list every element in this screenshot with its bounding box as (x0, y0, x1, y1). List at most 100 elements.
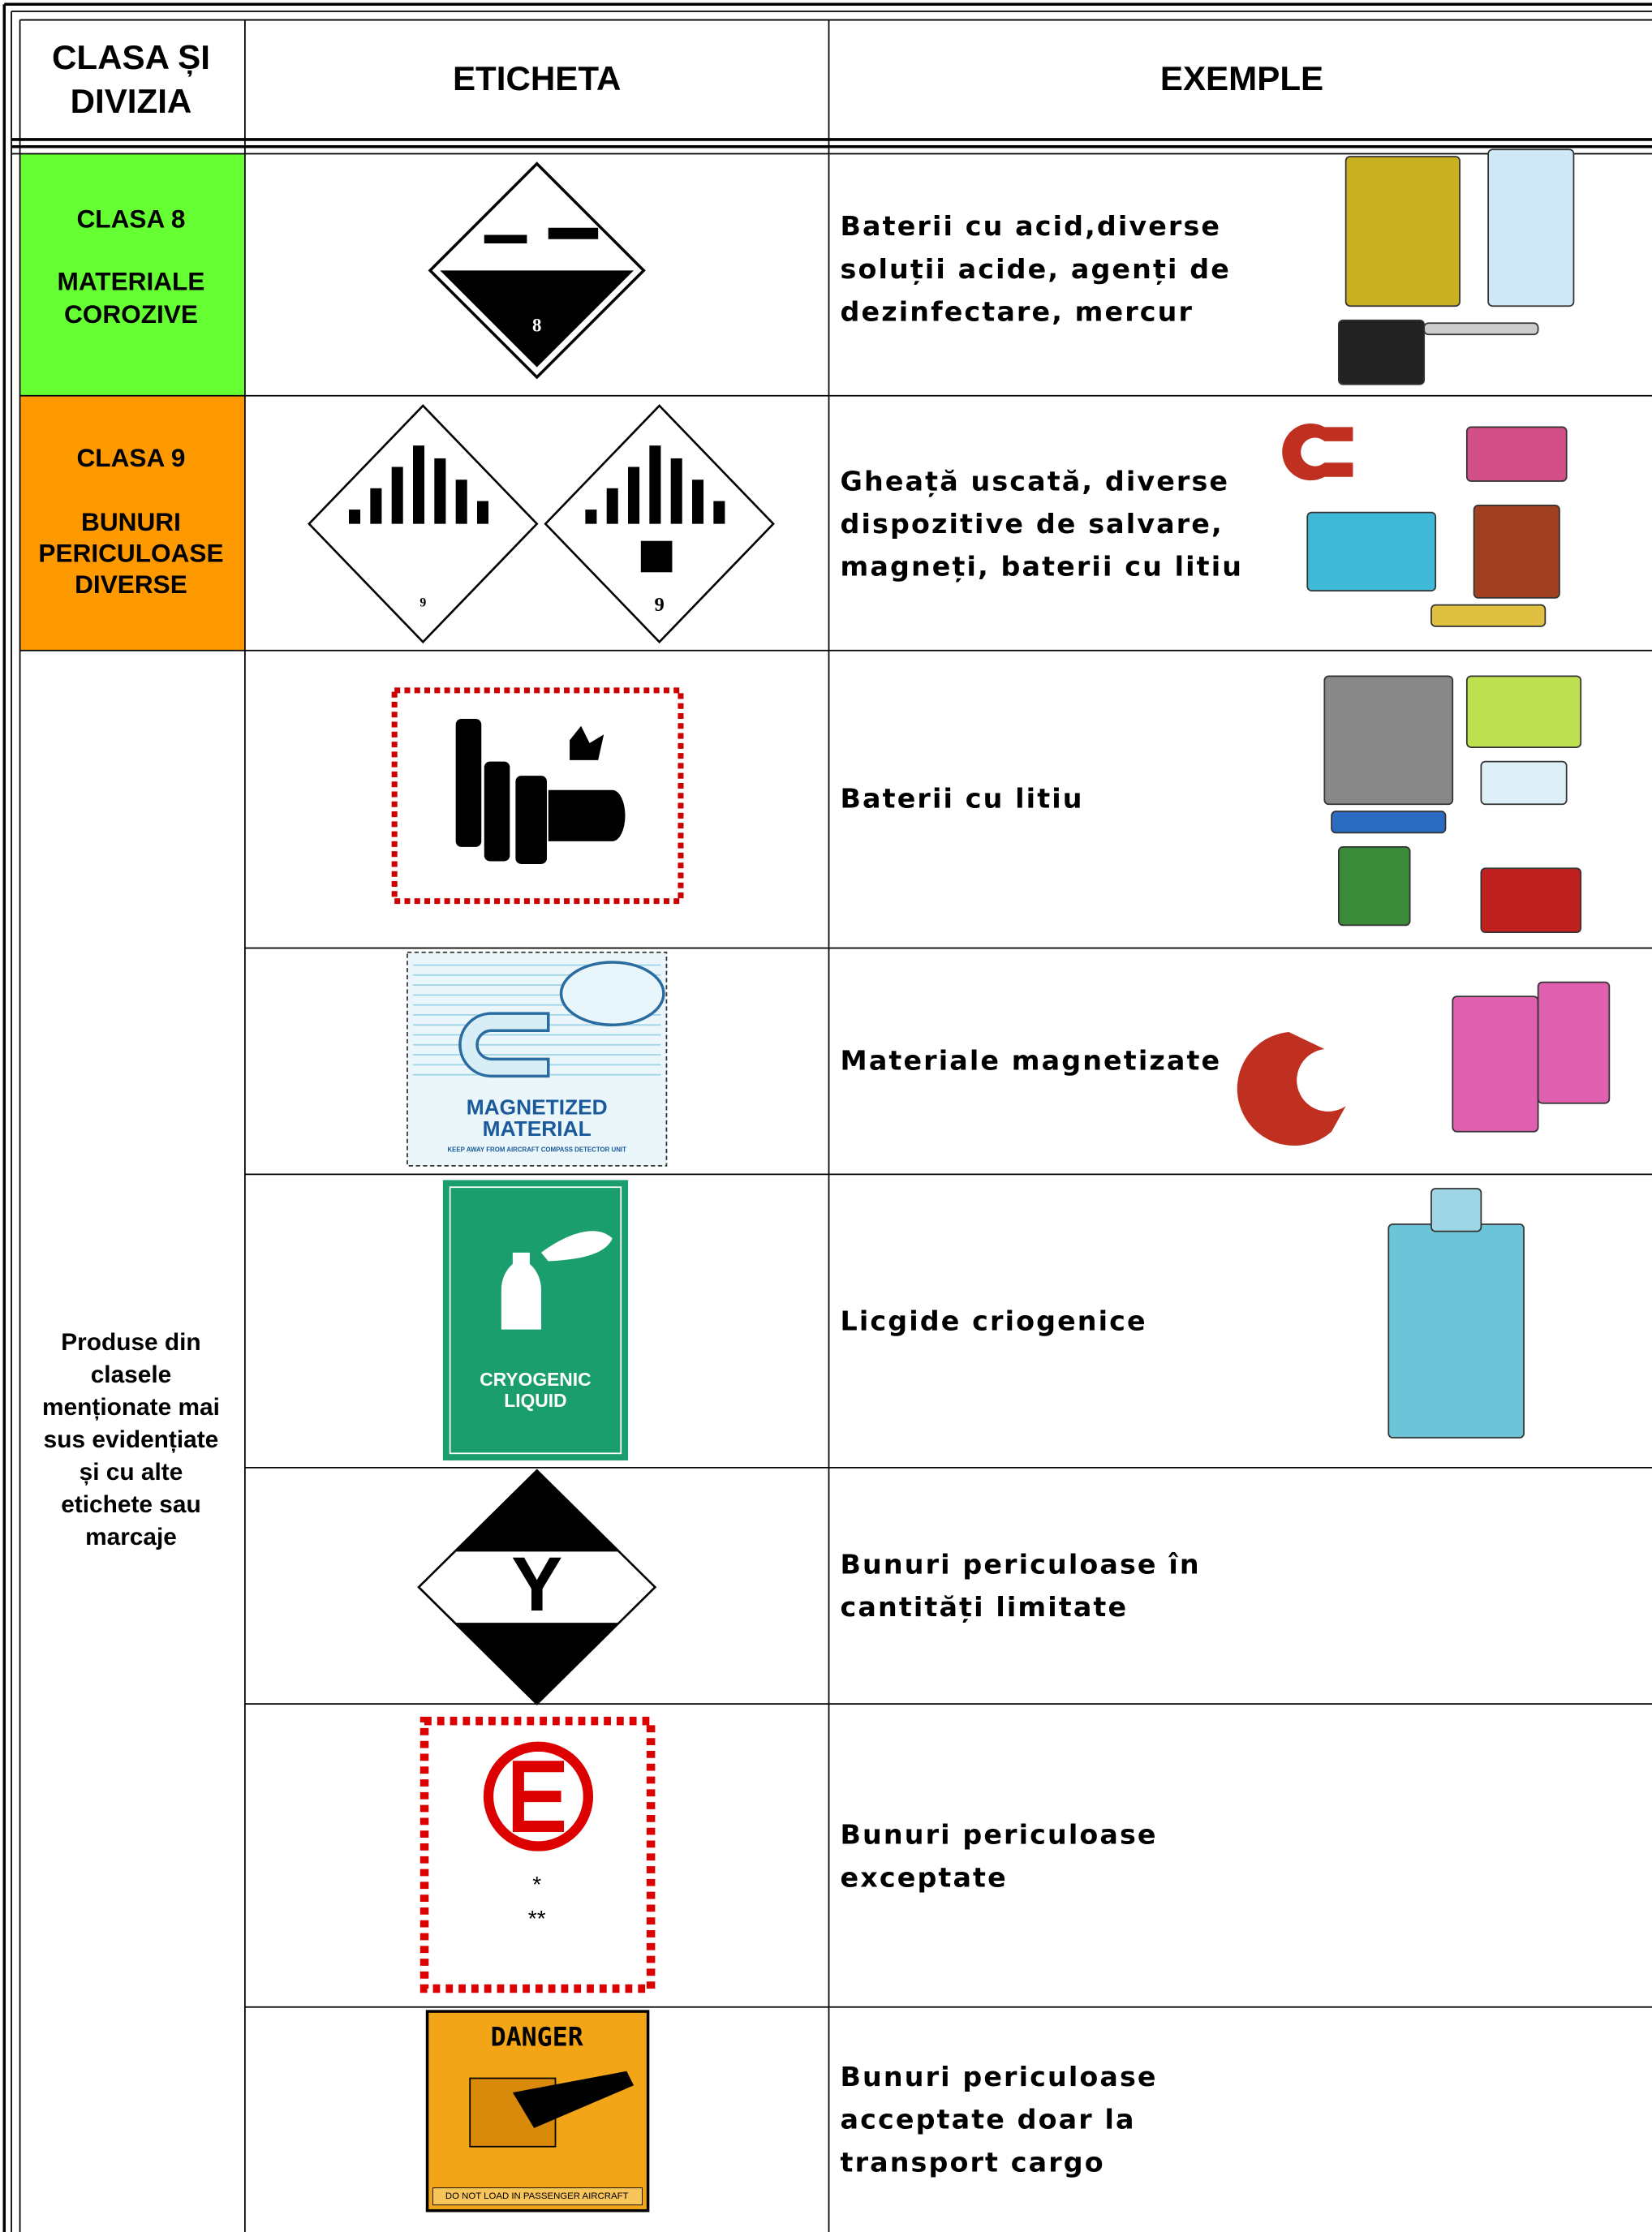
group-class-text: etichete sau (61, 1491, 200, 1518)
header-label: ETICHETA (453, 59, 621, 97)
example-text: Bunuri periculoase (841, 2061, 1158, 2092)
label-text: CRYOGENIC (480, 1369, 591, 1390)
label-shape (559, 961, 665, 1026)
label-border (449, 1186, 622, 1455)
label-stripe (391, 467, 403, 524)
example-text: soluții acide, agenți de (841, 253, 1231, 285)
example-picture (1323, 675, 1454, 806)
example-text: acceptate doar la (841, 2104, 1136, 2135)
class9-cell (19, 395, 245, 651)
example-picture (1465, 426, 1568, 482)
label-text: KEEP AWAY FROM AIRCRAFT COMPASS DETECTOR… (447, 1146, 626, 1154)
label-stripe (434, 458, 446, 524)
class-text: MATERIALE (58, 266, 205, 295)
class-text: CLASA 8 (76, 204, 185, 233)
example-picture (1331, 811, 1447, 834)
label-stripe (476, 501, 489, 524)
example-picture (1430, 1188, 1482, 1232)
example-picture (1337, 846, 1411, 927)
class-text: DIVERSE (75, 570, 187, 599)
label-shape (458, 1012, 550, 1078)
label-stripe (606, 488, 618, 524)
label-text: MAGNETIZED (467, 1095, 608, 1120)
class-text: COROZIVE (64, 299, 198, 329)
example-picture (1387, 1223, 1525, 1439)
example-text: transport cargo (841, 2146, 1105, 2178)
example-text: exceptate (841, 1861, 1008, 1893)
label-stripe (455, 480, 467, 524)
example-text: magneți, baterii cu litiu (841, 551, 1244, 583)
label-stripe (349, 510, 361, 524)
label-text: DO NOT LOAD IN PASSENGER AIRCRAFT (445, 2191, 629, 2201)
example-picture (1465, 675, 1582, 748)
group-class-text: marcaje (85, 1524, 177, 1550)
class-text: BUNURI (81, 507, 181, 536)
label-shape (484, 227, 599, 244)
label-text: LIQUID (504, 1390, 566, 1411)
label-stripe (370, 488, 382, 524)
group-class-text: Produse din (61, 1329, 200, 1356)
label-text: Y (511, 1542, 562, 1628)
class-text: PERICULOASE (38, 539, 223, 568)
example-text: Bunuri periculoase în (841, 1548, 1201, 1580)
label-icon (484, 761, 510, 862)
example-text: Baterii cu litiu (841, 783, 1084, 815)
header-class: DIVIZIA (71, 82, 192, 120)
class8-cell (19, 153, 245, 396)
example-text: cantități limitate (841, 1591, 1129, 1623)
example-text: dezinfectare, mercur (841, 295, 1194, 327)
label-icon (515, 776, 547, 864)
header-examples: EXEMPLE (1160, 59, 1323, 97)
label-stripe (649, 445, 661, 524)
example-text: Gheață uscată, diverse (841, 465, 1230, 497)
label-text: 9 (419, 596, 426, 610)
example-picture (1473, 504, 1560, 599)
label-text: 8 (532, 316, 541, 336)
label-text: ** (528, 1906, 546, 1931)
label-shape (512, 2071, 635, 2128)
label-icon (483, 1741, 594, 1851)
header-class: CLASA ȘI (52, 38, 210, 77)
label-text: DANGER (491, 2023, 584, 2052)
example-text: dispozitive de salvare, (841, 508, 1224, 540)
label-icon (640, 540, 673, 573)
example-picture (1237, 1031, 1346, 1146)
example-picture (1423, 322, 1539, 336)
label-shape (512, 1761, 565, 1832)
label-shape (548, 725, 626, 841)
label-shape (440, 270, 635, 368)
label-stripe (713, 501, 725, 524)
label-text: MATERIAL (483, 1116, 592, 1141)
group-class-text: menționate mai (42, 1394, 220, 1421)
label-text: 9 (655, 594, 665, 616)
label-stripe (670, 458, 682, 524)
example-text: Materiale magnetizate (841, 1044, 1222, 1076)
class-text: CLASA 9 (76, 443, 185, 472)
label-icon (455, 719, 482, 847)
group-class-text: sus evidențiate (44, 1426, 219, 1453)
label-shape (454, 1623, 620, 1705)
label-shape (501, 1231, 613, 1330)
example-text: Baterii cu acid,diverse (841, 210, 1222, 242)
example-text: Bunuri periculoase (841, 1819, 1158, 1851)
example-picture (1480, 760, 1568, 806)
label-stripe (692, 480, 704, 524)
group-class-text: clasele (91, 1361, 172, 1388)
example-picture (1282, 423, 1353, 481)
example-picture (1430, 604, 1547, 627)
group-class-text: și cu alte (80, 1459, 183, 1486)
label-shape (454, 1470, 620, 1552)
label-band (432, 2187, 643, 2206)
label-stripe (413, 445, 425, 524)
label-stripe (628, 467, 640, 524)
label-text: * (532, 1872, 541, 1897)
example-picture (1344, 156, 1461, 307)
example-picture (1452, 996, 1539, 1133)
example-picture (1480, 867, 1582, 934)
example-picture (1306, 511, 1437, 591)
example-picture (1537, 981, 1611, 1104)
example-text: Licgide criogenice (841, 1305, 1147, 1336)
